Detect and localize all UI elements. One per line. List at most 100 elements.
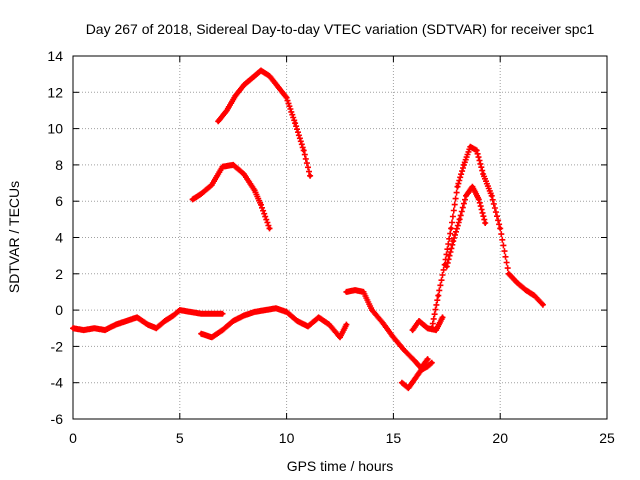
data-point	[352, 288, 357, 293]
data-point	[220, 164, 225, 169]
data-point	[457, 217, 462, 222]
data-point	[489, 193, 494, 198]
data-point	[199, 311, 204, 316]
data-point	[344, 322, 349, 327]
data-point	[406, 386, 411, 391]
data-point	[124, 318, 129, 323]
data-point	[267, 73, 272, 78]
x-tick-label: 0	[69, 430, 77, 446]
y-tick-label: -4	[51, 375, 64, 391]
data-point	[506, 271, 511, 276]
data-point	[425, 364, 430, 369]
y-tick-label: 6	[55, 193, 63, 209]
x-tick-label: 5	[176, 430, 184, 446]
series-arc-near-zero-midday	[198, 305, 350, 341]
data-point	[190, 197, 195, 202]
data-point	[231, 162, 236, 167]
data-point	[209, 311, 214, 316]
data-point	[220, 328, 225, 333]
data-point	[481, 171, 486, 176]
data-point	[476, 197, 481, 202]
data-point	[461, 162, 466, 167]
data-point	[391, 335, 396, 340]
data-point	[135, 315, 140, 320]
data-point	[412, 377, 417, 382]
data-point	[177, 308, 182, 313]
data-point	[103, 328, 108, 333]
data-point	[370, 308, 375, 313]
data-point	[380, 320, 385, 325]
data-point	[474, 148, 479, 153]
data-point	[308, 173, 313, 178]
data-point	[483, 220, 488, 225]
x-tick-label: 25	[599, 430, 615, 446]
series-arc-near-zero-morning	[70, 307, 226, 334]
data-point	[429, 360, 434, 365]
data-point	[92, 326, 97, 331]
series-markers	[343, 287, 431, 372]
x-tick-label: 20	[492, 430, 508, 446]
data-point	[199, 331, 204, 336]
data-point	[301, 148, 306, 153]
data-point	[224, 108, 229, 113]
data-point	[252, 309, 257, 314]
series-arc-upper-peak	[215, 67, 314, 179]
data-point	[540, 302, 545, 307]
data-point	[464, 193, 469, 198]
data-point	[113, 322, 118, 327]
series-arc-low-segment	[398, 359, 435, 392]
data-point	[263, 308, 268, 313]
y-tick-label: 10	[47, 121, 63, 137]
data-point	[410, 328, 415, 333]
data-point	[412, 358, 417, 363]
y-tick-label: 2	[55, 266, 63, 282]
data-point	[440, 315, 445, 320]
series-markers	[409, 314, 446, 334]
data-layer	[70, 67, 546, 392]
y-tick-label: -2	[51, 338, 64, 354]
x-axis-title: GPS time / hours	[287, 458, 394, 474]
y-tick-label: 12	[47, 84, 63, 100]
data-point	[429, 326, 434, 331]
x-tick-label: 10	[279, 430, 295, 446]
data-point	[449, 226, 454, 231]
y-tick-label: 14	[47, 48, 63, 64]
data-point	[273, 306, 278, 311]
data-point	[455, 184, 460, 189]
data-point	[250, 75, 255, 80]
data-point	[284, 95, 289, 100]
data-point	[154, 326, 159, 331]
data-point	[399, 380, 404, 385]
data-point	[293, 121, 298, 126]
series-arc-evening-dip	[343, 287, 431, 372]
chart-title: Day 267 of 2018, Sidereal Day-to-day VTE…	[86, 21, 595, 37]
series-arc-middle-peak	[189, 161, 273, 232]
data-point	[419, 367, 424, 372]
data-point	[402, 348, 407, 353]
data-point	[523, 288, 528, 293]
data-point	[258, 68, 263, 73]
data-point	[417, 318, 422, 323]
y-tick-label: -6	[51, 411, 64, 427]
data-point	[316, 315, 321, 320]
data-point	[327, 322, 332, 327]
data-point	[209, 182, 214, 187]
data-point	[532, 293, 537, 298]
series-arc-evening-rise-tall	[428, 143, 546, 332]
data-point	[145, 322, 150, 327]
data-point	[284, 309, 289, 314]
data-point	[241, 171, 246, 176]
data-point	[231, 318, 236, 323]
data-point	[71, 326, 75, 331]
data-point	[162, 318, 167, 323]
data-point	[470, 184, 475, 189]
data-point	[444, 264, 449, 269]
data-point	[233, 93, 238, 98]
data-point	[171, 313, 176, 318]
data-point	[258, 202, 263, 207]
tick-layer: 0 5 10 15 20 25 -6 -4 -2 0 2 4 6 8 10 12 14	[47, 48, 615, 446]
data-point	[338, 335, 342, 340]
data-point	[451, 239, 456, 244]
y-tick-label: 8	[55, 157, 63, 173]
data-point	[434, 328, 439, 333]
